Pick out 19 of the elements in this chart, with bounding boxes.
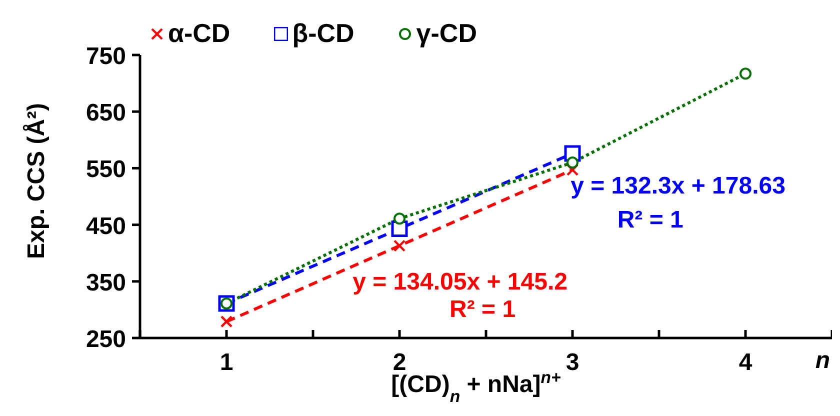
x-tick-label: 4 [738,349,753,376]
text: n [815,347,830,374]
y-tick-label: 350 [86,269,126,296]
x-tick-label: 3 [566,349,580,376]
y-tick-label: 550 [86,156,126,184]
y-tick-label: 650 [86,100,126,127]
annotation: R² = 1 [450,296,516,324]
y-tick-label: 750 [86,43,126,70]
y-axis-title: Exp. CCS (Å²) [22,103,50,259]
annotation: y = 134.05x + 145.2 [352,268,568,296]
x-tick-label: 2 [392,349,406,376]
legend-label: α-CD [168,18,230,49]
legend-label: β-CD [292,18,354,49]
legend-label: γ-CD [416,18,477,49]
annotation: R² = 1 [617,206,684,234]
y-tick-label: 250 [86,326,126,353]
x-tick-label: 1 [220,349,234,376]
y-tick-label: 450 [86,212,126,240]
annotation: y = 132.3x + 178.63 [570,172,786,200]
